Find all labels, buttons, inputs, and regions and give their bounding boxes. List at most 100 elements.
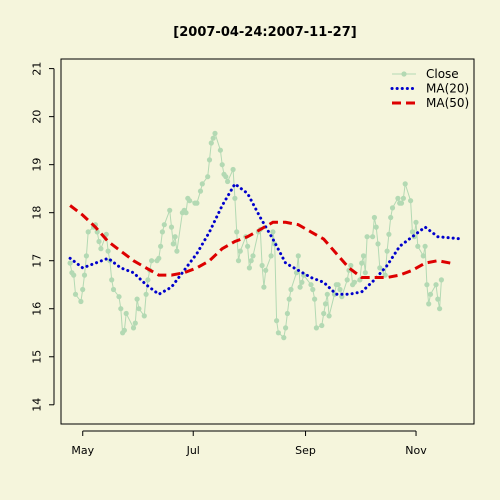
close-point [81, 272, 88, 278]
y-tick-label: 15 [31, 350, 44, 364]
close-point [123, 310, 129, 317]
close-point [105, 248, 111, 254]
series-layer [67, 130, 465, 341]
close-point [398, 200, 405, 206]
close-point [225, 178, 231, 185]
close-point [284, 310, 290, 317]
close-point [219, 162, 225, 168]
close-point [248, 258, 254, 264]
close-point [206, 157, 213, 163]
close-point [348, 262, 354, 269]
close-point [310, 286, 316, 293]
close-point [382, 272, 388, 278]
close-point [370, 234, 376, 240]
close-point [415, 243, 421, 249]
close-point [274, 318, 280, 324]
close-point [72, 291, 79, 297]
close-point [232, 195, 238, 201]
close-point [141, 313, 147, 319]
close-point [322, 301, 329, 307]
close-point [288, 286, 294, 293]
close-point [168, 224, 175, 230]
close-point [158, 243, 164, 249]
close-point [424, 282, 430, 288]
close-point [183, 210, 189, 216]
close-point [308, 282, 314, 288]
close-point [187, 198, 193, 204]
close-point [263, 267, 269, 273]
close-point [136, 306, 142, 312]
close-point [110, 286, 117, 293]
close-point [344, 277, 350, 283]
close-point [275, 330, 281, 336]
close-point [295, 253, 301, 259]
y-tick-label: 18 [31, 206, 44, 220]
close-point [149, 258, 155, 264]
x-tick-label: May [71, 444, 94, 457]
y-tick-label: 20 [31, 110, 44, 124]
close-point [422, 243, 428, 249]
legend-marker [401, 71, 407, 77]
close-point [409, 229, 415, 235]
close-point [319, 322, 325, 329]
close-point [67, 260, 73, 266]
close-point [427, 291, 434, 297]
close-point [121, 327, 127, 333]
close-point [261, 284, 267, 290]
close-point [326, 313, 332, 319]
close-point [413, 219, 419, 225]
close-point [384, 248, 390, 254]
close-point [437, 306, 443, 312]
series-line-ma-50 [69, 204, 451, 279]
close-point [245, 243, 251, 249]
close-point [246, 265, 252, 271]
close-point [199, 181, 205, 187]
close-point [321, 310, 327, 317]
close-point [143, 291, 149, 297]
close-point [351, 279, 357, 285]
x-axis: May Jul Sep Nov [71, 430, 427, 457]
close-point [324, 291, 330, 297]
close-point [208, 140, 214, 146]
close-point [339, 294, 345, 300]
close-point [360, 253, 367, 259]
y-tick-label: 19 [31, 158, 44, 172]
close-point [386, 231, 392, 237]
y-tick-label: 14 [31, 398, 44, 412]
close-point [103, 231, 109, 237]
chart-title: [2007-04-24:2007-11-27] [173, 25, 356, 40]
x-tick-label: Nov [405, 444, 427, 457]
close-point [130, 325, 137, 331]
close-point [375, 241, 381, 247]
close-point [237, 248, 243, 254]
close-point [331, 291, 338, 297]
close-point [172, 234, 178, 240]
close-point [359, 260, 365, 266]
close-point [234, 229, 240, 235]
close-point [197, 188, 204, 194]
close-point [145, 277, 151, 283]
close-point [400, 195, 406, 201]
close-point [116, 294, 122, 300]
close-point [109, 277, 115, 283]
close-point [433, 282, 439, 288]
close-point [364, 234, 370, 240]
close-point [259, 262, 265, 269]
close-point [388, 214, 394, 221]
close-point [286, 296, 292, 302]
close-point [335, 282, 341, 288]
close-point [268, 253, 274, 259]
close-point [371, 214, 377, 221]
close-point [174, 248, 180, 254]
close-point [167, 207, 173, 213]
close-point [426, 301, 432, 307]
close-point [230, 166, 236, 173]
close-point [118, 306, 124, 312]
close-point [83, 253, 89, 259]
close-point [85, 229, 91, 235]
close-point [205, 174, 211, 180]
series-line-ma-20 [68, 181, 465, 297]
close-point [250, 253, 256, 259]
close-point [71, 272, 77, 278]
